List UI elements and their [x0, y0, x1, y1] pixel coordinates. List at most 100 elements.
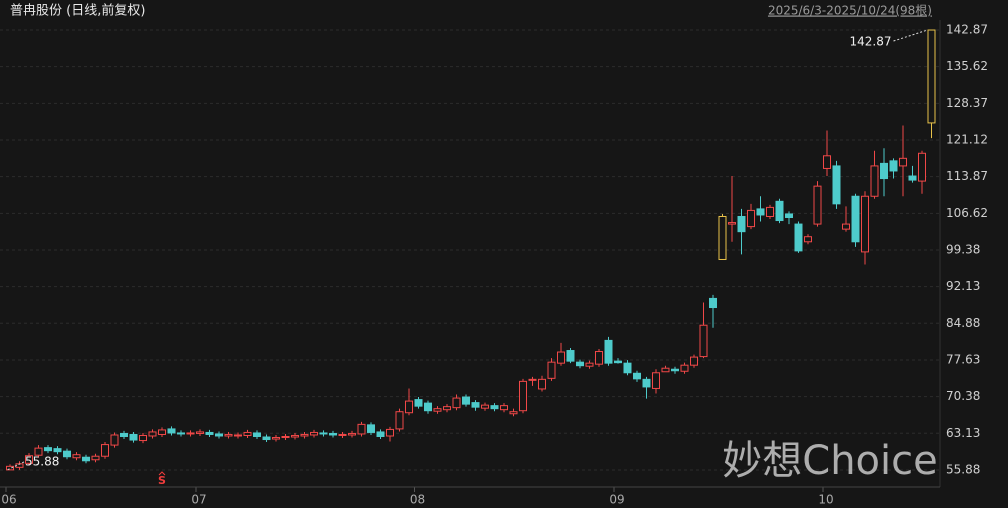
candle-body: [414, 399, 423, 407]
candle-body: [566, 350, 575, 362]
candle-body: [557, 351, 565, 364]
y-tick-label: 99.38: [946, 242, 980, 256]
candle-body: [234, 434, 242, 437]
candle-body: [747, 209, 755, 228]
candle-body: [490, 405, 499, 410]
candle-body: [148, 431, 157, 437]
y-tick-label: 135.62: [946, 59, 988, 73]
candle-body: [832, 165, 841, 205]
candle-body: [813, 185, 822, 225]
candle-body: [129, 433, 138, 441]
candle-body: [604, 339, 613, 364]
candle-body: [794, 223, 803, 252]
candle-body: [709, 297, 717, 309]
candle-body: [927, 29, 936, 124]
candle-body: [595, 351, 603, 365]
candle-body: [880, 162, 888, 180]
candle-body: [718, 215, 727, 260]
candle-body: [500, 405, 508, 411]
y-tick-label: 92.13: [946, 279, 980, 293]
candle-body: [91, 455, 100, 461]
y-tick-label: 142.87: [946, 23, 988, 37]
candle-body: [509, 411, 518, 415]
candle-body: [775, 200, 784, 222]
y-tick-label: 63.13: [946, 426, 980, 440]
candle-body: [72, 454, 81, 459]
candle-body: [918, 152, 926, 182]
candle-body: [6, 465, 14, 471]
candle-body: [63, 450, 71, 458]
candle-body: [728, 222, 736, 225]
candle-body: [908, 175, 917, 181]
candle-body: [614, 360, 622, 364]
signal-caret: [158, 471, 166, 476]
candle-body: [861, 195, 869, 253]
candle-body: [585, 362, 594, 367]
candle-body: [262, 436, 271, 441]
candle-body: [186, 432, 195, 435]
candle-body: [329, 432, 337, 436]
candle-body: [243, 431, 252, 436]
y-tick-label: 70.38: [946, 389, 980, 403]
candle-body: [139, 434, 147, 442]
candle-body: [177, 432, 185, 435]
candle-body: [395, 411, 404, 430]
candle-body: [661, 367, 670, 373]
y-tick-label: 106.62: [946, 206, 988, 220]
candle-body: [44, 447, 52, 452]
candle-body: [424, 402, 432, 412]
candle-body: [528, 378, 537, 381]
x-tick-label: 08: [410, 493, 425, 507]
candle-body: [367, 424, 375, 433]
candle-body: [823, 155, 831, 169]
candle-body: [281, 435, 290, 439]
candle-body: [291, 434, 299, 438]
candle-body: [623, 362, 632, 374]
candle-body: [699, 324, 708, 358]
chart-title: 普冉股份 (日线,前复权): [10, 3, 145, 19]
candle-body: [452, 397, 461, 409]
candle-body: [405, 400, 413, 414]
candle-body: [471, 402, 480, 408]
y-tick-label: 77.63: [946, 352, 980, 366]
candle-body: [576, 361, 584, 367]
candle-body: [224, 433, 233, 437]
candle-body: [737, 215, 746, 233]
candle-body: [785, 213, 793, 219]
candle-body: [386, 428, 394, 437]
candle-body: [338, 433, 347, 436]
candle-body: [272, 437, 280, 440]
candle-body: [889, 160, 898, 172]
candle-body: [443, 406, 451, 411]
y-tick-label: 121.12: [946, 133, 988, 147]
candle-body: [319, 432, 328, 435]
candle-body: [652, 372, 660, 389]
candle-body: [462, 396, 470, 405]
candle-body: [870, 165, 879, 197]
x-tick-label: 06: [1, 493, 16, 507]
candle-body: [82, 456, 90, 462]
candle-body: [680, 364, 689, 372]
candle-body: [633, 372, 641, 380]
candle-body: [310, 431, 318, 436]
max-label: 142.87: [850, 35, 892, 49]
x-tick-label: 10: [818, 493, 833, 507]
candle-body: [804, 236, 812, 243]
candle-body: [158, 429, 166, 435]
date-range: 2025/6/3-2025/10/24(98根): [768, 4, 932, 18]
candle-body: [348, 432, 356, 436]
candle-body: [547, 361, 556, 379]
candle-body: [196, 431, 204, 434]
candle-body: [642, 378, 651, 388]
candle-body: [433, 408, 442, 412]
x-tick-label: 07: [191, 493, 206, 507]
y-tick-label: 113.87: [946, 169, 988, 183]
candle-body: [300, 433, 309, 437]
y-tick-label: 55.88: [946, 462, 980, 476]
candle-body: [376, 431, 385, 437]
candle-body: [120, 432, 128, 437]
candle-body: [481, 404, 489, 409]
candle-body: [167, 428, 176, 434]
candle-body: [101, 444, 109, 457]
